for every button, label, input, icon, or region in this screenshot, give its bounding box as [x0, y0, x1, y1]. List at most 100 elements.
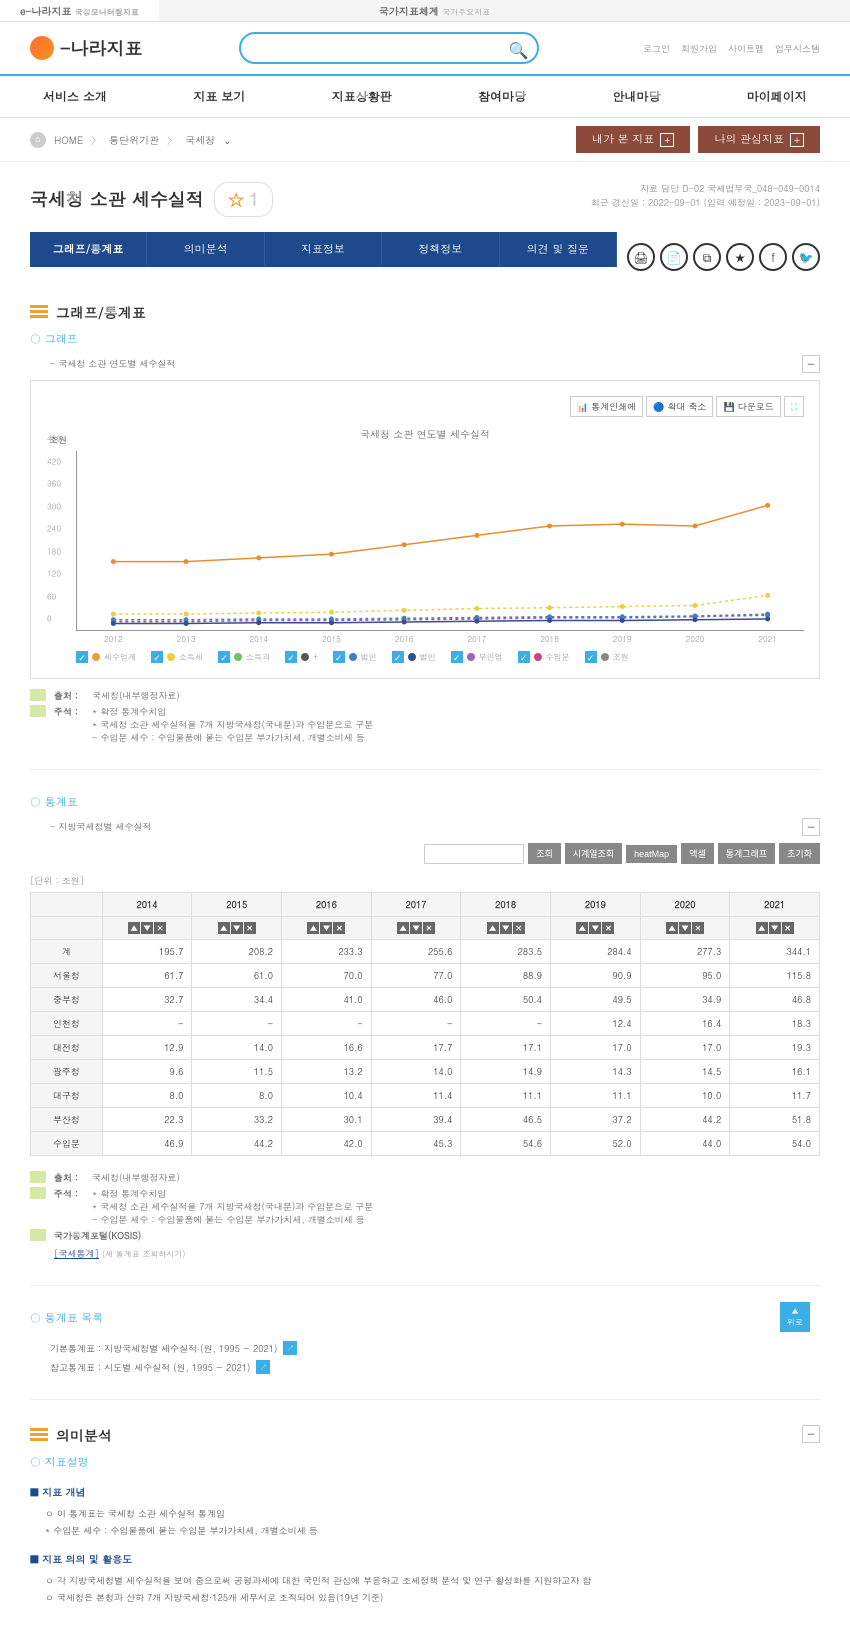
join-link[interactable]: 회원가입	[681, 42, 717, 55]
star-icon[interactable]: ★	[726, 243, 754, 271]
sort-down-icon[interactable]: ▼	[769, 922, 781, 934]
meta-info: 자료 담당 D-02 국세법무국_048-049-0014 최근 경신일 : 2…	[591, 182, 820, 211]
tab-info[interactable]: 지표정보	[265, 232, 382, 267]
sort-up-icon[interactable]: ▲	[756, 922, 768, 934]
tool-zoom[interactable]: 🔵 확대 축소	[646, 396, 713, 417]
reset-button[interactable]: 초기화	[779, 843, 820, 864]
gnb-view[interactable]: 지표 보기	[194, 88, 246, 105]
tool-download[interactable]: 💾 다운로드	[716, 396, 780, 417]
legend-checkbox[interactable]: ✓	[218, 651, 230, 663]
table-source-block: 출처 :국세청(내부행정자료) 주석 : * 확정 통계수치임 * 국세청 소관…	[30, 1171, 820, 1260]
sort-down-icon[interactable]: ▼	[589, 922, 601, 934]
crumb-org[interactable]: 통단위기관	[109, 133, 159, 147]
sitemap-link[interactable]: 사이트맵	[728, 42, 764, 55]
excel-button[interactable]: 액셀	[681, 843, 714, 864]
remove-col-icon[interactable]: ✕	[154, 922, 166, 934]
top-tab-enara[interactable]: e-나라지표 국정모니터링지표	[0, 0, 159, 21]
sort-up-icon[interactable]: ▲	[218, 922, 230, 934]
print-icon[interactable]: 🖨	[627, 243, 655, 271]
sort-up-icon[interactable]: ▲	[576, 922, 588, 934]
copy-icon[interactable]: ⧉	[693, 243, 721, 271]
remove-col-icon[interactable]: ✕	[244, 922, 256, 934]
tab-graph[interactable]: 그래프/통계표	[30, 232, 147, 267]
sort-down-icon[interactable]: ▼	[500, 922, 512, 934]
facebook-icon[interactable]: f	[759, 243, 787, 271]
note-icon	[30, 1171, 46, 1183]
top-tab-kis[interactable]: 국가지표체계 국가주요지표	[359, 0, 510, 21]
breadcrumb-bar: ⌂ HOME 〉 통단위기관 〉 국세청 ⌄ 내가 본 지표+ 나의 관심지표+	[0, 118, 850, 162]
list-section: 기본통계표 : 지방국세청별 세수실적 (원, 1995 ~ 2021)↗ 참고…	[30, 1341, 820, 1374]
gnb-dashboard[interactable]: 지표상황판	[332, 88, 392, 105]
crumb-agency[interactable]: 국세청	[185, 133, 215, 147]
system-link[interactable]: 업무시스템	[775, 42, 820, 55]
header: -나라지표 🔍 로그인 회원가입 사이트맵 업무시스템	[0, 22, 850, 74]
gnb-info[interactable]: 안내마당	[613, 88, 661, 105]
share-icons: 🖨 📄 ⧉ ★ f 🐦	[627, 243, 820, 271]
legend-checkbox[interactable]: ✓	[285, 651, 297, 663]
gnb-service[interactable]: 서비스 소개	[43, 88, 107, 105]
remove-col-icon[interactable]: ✕	[423, 922, 435, 934]
tool-stats[interactable]: 📊 통계인쇄에	[570, 396, 643, 417]
sort-up-icon[interactable]: ▲	[307, 922, 319, 934]
graph-subtitle: ○ 그래프	[30, 332, 820, 347]
legend-checkbox[interactable]: ✓	[585, 651, 597, 663]
chart-toolbar: 📊 통계인쇄에 🔵 확대 축소 💾 다운로드 ⛶	[46, 396, 804, 417]
plus-icon: +	[660, 133, 674, 147]
collapse-button[interactable]: −	[802, 818, 820, 836]
scroll-top-button[interactable]: ▲ 위로	[780, 1302, 810, 1332]
sort-down-icon[interactable]: ▼	[320, 922, 332, 934]
heatmap-button[interactable]: heatMap	[626, 845, 677, 863]
search-input[interactable]	[239, 32, 539, 64]
query-button[interactable]: 조회	[528, 843, 561, 864]
link-icon[interactable]: ↗	[256, 1360, 270, 1374]
gnb-participate[interactable]: 참여마당	[478, 88, 526, 105]
search-icon[interactable]: 🔍	[509, 38, 529, 61]
def-item: ㅇ 각 지방국세청별 세수실적을 보여 줌으로써 공평과세에 대한 국민적 관심…	[45, 1574, 820, 1587]
remove-col-icon[interactable]: ✕	[333, 922, 345, 934]
logo[interactable]: -나라지표	[30, 36, 143, 61]
my-indicators-button[interactable]: 나의 관심지표+	[698, 126, 820, 153]
page-title: 국세청 소관 세수실적 ☆ 1	[30, 182, 273, 217]
sort-up-icon[interactable]: ▲	[128, 922, 140, 934]
legend-checkbox[interactable]: ✓	[392, 651, 404, 663]
legend-color	[601, 653, 609, 661]
sort-down-icon[interactable]: ▼	[410, 922, 422, 934]
gnb-mypage[interactable]: 마이페이지	[747, 88, 807, 105]
tab-policy[interactable]: 정책정보	[382, 232, 499, 267]
tab-opinion[interactable]: 의견 및 질문	[500, 232, 617, 267]
remove-col-icon[interactable]: ✕	[513, 922, 525, 934]
collapse-button[interactable]: −	[802, 1425, 820, 1443]
favorite-button[interactable]: ☆ 1	[214, 182, 273, 217]
sort-down-icon[interactable]: ▼	[231, 922, 243, 934]
legend-checkbox[interactable]: ✓	[76, 651, 88, 663]
sort-up-icon[interactable]: ▲	[397, 922, 409, 934]
legend-checkbox[interactable]: ✓	[333, 651, 345, 663]
legend-checkbox[interactable]: ✓	[518, 651, 530, 663]
sort-up-icon[interactable]: ▲	[666, 922, 678, 934]
tool-fullscreen[interactable]: ⛶	[784, 396, 804, 417]
kosis-link[interactable]: [국세통계]	[54, 1247, 99, 1260]
sort-down-icon[interactable]: ▼	[141, 922, 153, 934]
home-icon[interactable]: ⌂	[30, 132, 46, 148]
collapse-button[interactable]: −	[802, 355, 820, 373]
tab-meaning[interactable]: 의미분석	[147, 232, 264, 267]
sort-down-icon[interactable]: ▼	[679, 922, 691, 934]
unit-label: [단위 : 조원]	[30, 874, 820, 887]
login-link[interactable]: 로그인	[643, 42, 670, 55]
list-subtitle: ○ 통계표 목록	[30, 1311, 820, 1326]
legend-checkbox[interactable]: ✓	[451, 651, 463, 663]
legend-checkbox[interactable]: ✓	[151, 651, 163, 663]
twitter-icon[interactable]: 🐦	[792, 243, 820, 271]
link-icon[interactable]: ↗	[283, 1341, 297, 1355]
remove-col-icon[interactable]: ✕	[602, 922, 614, 934]
sort-up-icon[interactable]: ▲	[487, 922, 499, 934]
filter-input[interactable]	[424, 844, 524, 864]
legend-color	[467, 653, 475, 661]
remove-col-icon[interactable]: ✕	[782, 922, 794, 934]
doc-icon[interactable]: 📄	[660, 243, 688, 271]
chevron-down-icon[interactable]: ⌄	[223, 133, 231, 147]
timeseries-button[interactable]: 시계열조회	[565, 843, 622, 864]
viewed-indicators-button[interactable]: 내가 본 지표+	[576, 126, 690, 153]
remove-col-icon[interactable]: ✕	[692, 922, 704, 934]
stats-graph-button[interactable]: 통계그래프	[718, 843, 775, 864]
